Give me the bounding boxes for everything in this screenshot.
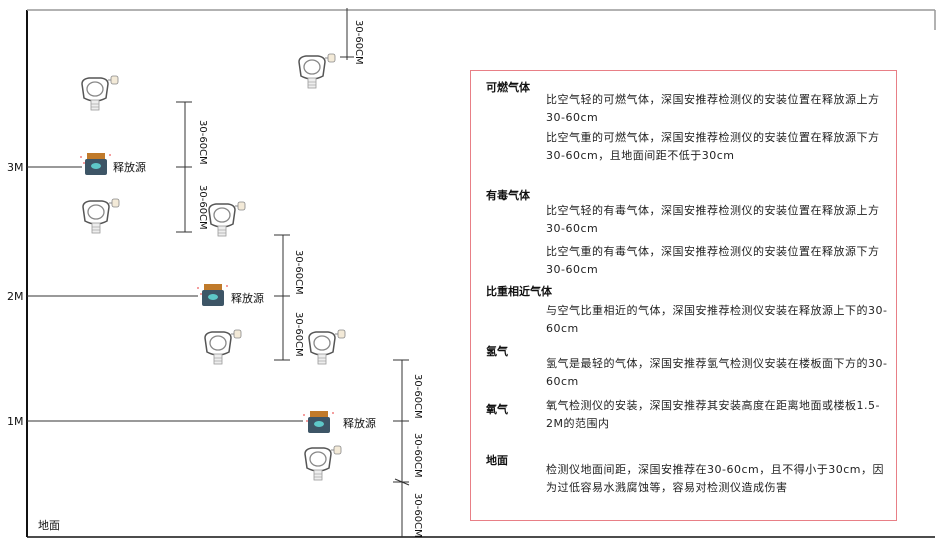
section-text: 与空气比重相近的气体，深国安推荐检测仪安装在释放源上下的30-60cm: [546, 304, 888, 335]
distance-label: 30-60CM: [353, 20, 364, 65]
source-label: 释放源: [113, 161, 146, 174]
section-text: 比空气轻的有毒气体，深国安推荐检测仪的安装位置在释放源上方30-60cm: [546, 204, 880, 235]
gas-detector-icon: [304, 445, 342, 481]
section-heading: 地面: [486, 454, 508, 467]
dimension-lines: [176, 8, 410, 537]
section-heading: 有毒气体: [486, 189, 530, 202]
source-label: 释放源: [231, 292, 264, 305]
section-text: 比空气重的可燃气体，深国安推荐检测仪的安装位置在释放源下方30-60cm，且地面…: [546, 131, 880, 162]
distance-label: 30-60CM: [197, 120, 208, 165]
release-source-icon: [80, 153, 111, 175]
source-label: 释放源: [343, 417, 376, 430]
distance-label: 30-60CM: [293, 312, 304, 357]
release-source-icon: [197, 284, 228, 306]
gas-detector-icon: [204, 329, 242, 365]
guidelines-panel: 可燃气体 比空气轻的可燃气体，深国安推荐检测仪的安装位置在释放源上方30-60c…: [470, 70, 897, 521]
gas-detector-icon: [308, 329, 346, 365]
level-label-3m: 3M: [7, 161, 24, 174]
gas-detector-icon: [82, 198, 120, 234]
distance-label: 30-60CM: [412, 493, 423, 538]
level-label-2m: 2M: [7, 290, 24, 303]
distance-label: 30-60CM: [412, 374, 423, 419]
distance-label: 30-60CM: [412, 433, 423, 478]
release-source-icon: [303, 411, 334, 433]
section-heading: 可燃气体: [486, 81, 530, 94]
distance-label: 30-60CM: [293, 250, 304, 295]
section-text: 氧气检测仪的安装，深国安推荐其安装高度在距离地面或楼板1.5-2M的范围内: [546, 399, 880, 430]
section-text: 检测仪地面间距，深国安推荐在30-60cm，且不得小于30cm，因为过低容易水溅…: [546, 463, 884, 494]
section-text: 比空气轻的可燃气体，深国安推荐检测仪的安装位置在释放源上方30-60cm: [546, 93, 880, 124]
section-text: 氢气是最轻的气体，深国安推荐氢气检测仪安装在楼板面下方的30-60cm: [546, 357, 888, 388]
gas-detector-icon: [208, 201, 246, 237]
section-heading: 比重相近气体: [486, 285, 552, 298]
level-label-1m: 1M: [7, 415, 24, 428]
section-heading: 氧气: [486, 403, 508, 416]
distance-label: 30-60CM: [197, 185, 208, 230]
section-heading: 氢气: [486, 345, 508, 358]
section-text: 比空气重的有毒气体，深国安推荐检测仪的安装位置在释放源下方30-60cm: [546, 245, 880, 276]
gas-detector-icon: [298, 53, 336, 89]
floor-label: 地面: [38, 519, 60, 532]
gas-detector-icon: [81, 75, 119, 111]
